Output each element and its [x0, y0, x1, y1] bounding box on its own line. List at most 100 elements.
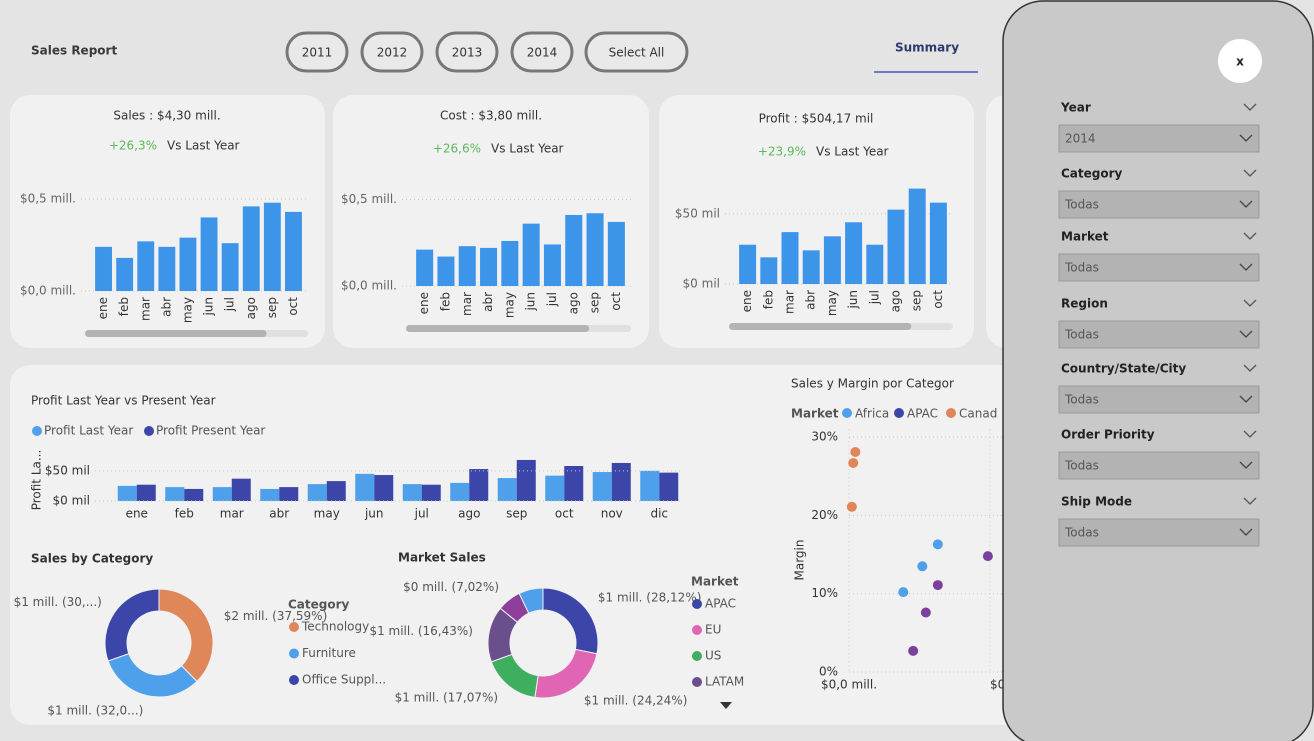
bar	[607, 221, 625, 286]
year-button[interactable]	[435, 31, 499, 73]
kpi-change: +23,9%	[758, 145, 806, 159]
x-tick-label: jul	[414, 507, 429, 521]
x-tick-label: $0,0 mill.	[821, 678, 877, 692]
x-tick-label: feb	[761, 290, 775, 309]
charts: 2011 2012 2013 2014 Select All Sales : $4,30 …	[14, 31, 1017, 718]
legend-marker	[289, 675, 299, 685]
legend-marker	[32, 426, 42, 436]
x-tick-label: feb	[117, 297, 131, 316]
filter-chevron[interactable]	[1243, 299, 1257, 307]
filter-dropdown[interactable]	[1058, 518, 1260, 547]
dropdown-chevron[interactable]	[1239, 395, 1253, 403]
bar	[469, 469, 489, 501]
dropdown-chevron[interactable]	[1239, 134, 1253, 142]
year-button[interactable]	[360, 31, 424, 73]
x-tick-label: ene	[417, 292, 431, 314]
year-button[interactable]	[285, 31, 349, 73]
close-label[interactable]: x	[1236, 55, 1244, 69]
dropdown-chevron[interactable]	[1239, 330, 1253, 338]
year-button-label[interactable]: 2014	[527, 46, 558, 60]
scrollbar-thumb[interactable]	[85, 330, 267, 337]
year-button[interactable]	[510, 31, 574, 73]
x-tick-label: oct	[555, 507, 574, 521]
x-tick-label: jul	[223, 297, 237, 312]
bar	[326, 481, 346, 501]
bar	[450, 482, 470, 501]
kpi-title: Cost : $3,80 mill.	[440, 109, 542, 123]
bar	[137, 241, 155, 291]
scatter-point	[982, 551, 993, 562]
bar	[260, 488, 280, 501]
x-tick-label: may	[314, 507, 340, 521]
year-button-label[interactable]: 2013	[452, 46, 483, 60]
bar	[760, 257, 778, 284]
filter-value[interactable]: Todas	[1064, 198, 1099, 212]
bar	[565, 214, 583, 286]
bar	[179, 237, 197, 291]
dropdown-chevron[interactable]	[1239, 528, 1253, 536]
filter-value[interactable]: Todas	[1064, 261, 1099, 275]
filter-value[interactable]: Todas	[1064, 459, 1099, 473]
bar	[136, 484, 156, 501]
filter-chevron[interactable]	[1243, 364, 1257, 372]
scrollbar-thumb[interactable]	[729, 323, 912, 330]
bar	[659, 472, 679, 501]
summary-tab[interactable]: Summary	[895, 41, 959, 55]
x-tick-label: sep	[265, 297, 279, 318]
x-tick-label: abr	[481, 292, 495, 312]
filter-chevron[interactable]	[1243, 232, 1257, 240]
scatter-point	[917, 561, 928, 572]
filter-dropdown[interactable]	[1058, 385, 1260, 414]
x-tick-label: dic	[650, 507, 668, 521]
filter-dropdown[interactable]	[1058, 320, 1260, 349]
filter-value[interactable]: Todas	[1064, 526, 1099, 540]
y-tick-label: $0 mil	[683, 277, 720, 291]
filter-label: Market	[1061, 230, 1109, 244]
x-tick-label: mar	[220, 507, 244, 521]
year-button-label[interactable]: Select All	[609, 46, 665, 60]
filter-value[interactable]: Todas	[1064, 393, 1099, 407]
scrollbar-thumb[interactable]	[406, 325, 590, 332]
filter-chevron[interactable]	[1243, 103, 1257, 111]
dropdown-chevron[interactable]	[1239, 263, 1253, 271]
close-button[interactable]	[1218, 39, 1262, 83]
bar	[263, 202, 281, 291]
x-tick-label: ene	[96, 297, 110, 319]
bar	[887, 209, 905, 284]
x-tick-label: abr	[159, 297, 173, 317]
y-tick-label: $50 mil	[45, 463, 90, 477]
scatter-point	[848, 457, 859, 468]
filter-value[interactable]: Todas	[1064, 328, 1099, 342]
legend-label: Profit Last Year	[44, 424, 133, 438]
filter-dropdown[interactable]	[1058, 190, 1260, 219]
legend-scroll-arrow[interactable]	[720, 702, 732, 709]
bar	[221, 243, 239, 291]
y-tick-label: $0,5 mill.	[341, 192, 397, 206]
x-tick-label: abr	[804, 290, 818, 310]
filter-chevron[interactable]	[1243, 497, 1257, 505]
filter-value[interactable]: 2014	[1065, 132, 1096, 146]
bar	[545, 475, 565, 501]
y-axis-label: Profit La...	[30, 450, 44, 511]
bar	[802, 250, 820, 284]
scatter-point	[920, 607, 931, 618]
x-tick-label: jun	[524, 292, 538, 312]
filter-chevron[interactable]	[1243, 169, 1257, 177]
bar	[200, 217, 218, 291]
kpi-change-label: Vs Last Year	[491, 142, 564, 156]
report-title: Sales Report	[31, 44, 117, 58]
dropdown-chevron[interactable]	[1239, 200, 1253, 208]
filter-dropdown[interactable]	[1058, 451, 1260, 480]
year-button-label[interactable]: 2011	[302, 46, 333, 60]
filter-chevron[interactable]	[1243, 430, 1257, 438]
chart-title: Sales y Margin por Categor	[791, 377, 954, 391]
chart-title: Sales by Category	[31, 552, 153, 566]
year-button[interactable]	[584, 31, 689, 73]
year-button-label[interactable]: 2012	[377, 46, 408, 60]
dropdown-chevron[interactable]	[1239, 461, 1253, 469]
scatter-point	[932, 539, 943, 550]
filter-dropdown[interactable]	[1058, 124, 1260, 153]
filter-dropdown[interactable]	[1058, 253, 1260, 282]
y-tick-label: 10%	[811, 586, 838, 600]
bar	[212, 487, 232, 501]
